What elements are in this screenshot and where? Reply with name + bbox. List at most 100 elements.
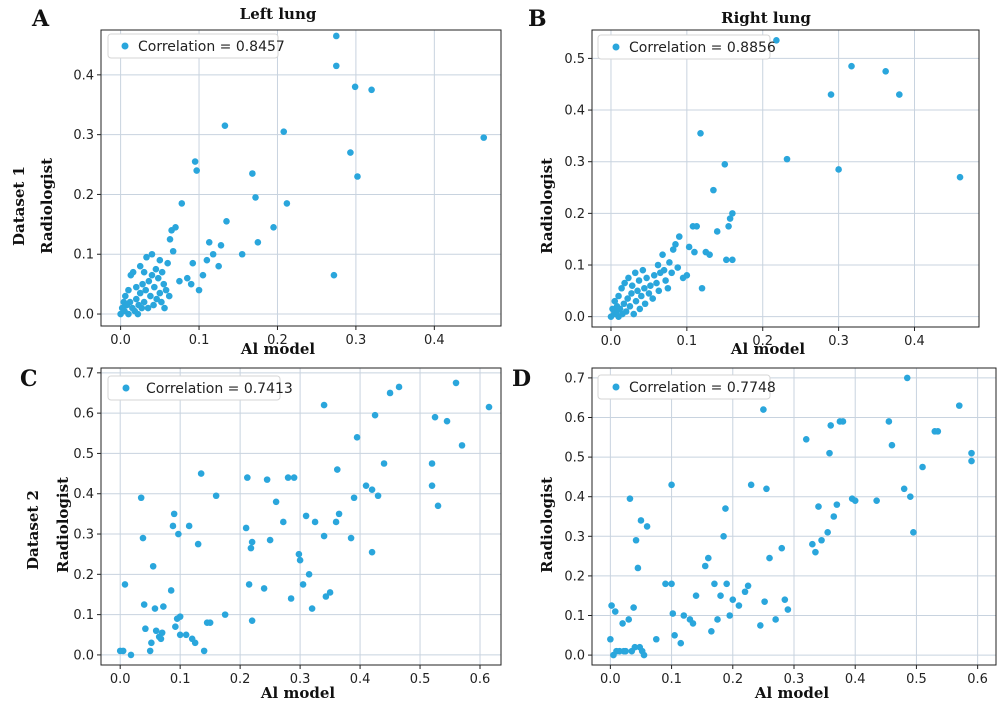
x-tick-label: 0.5 — [410, 672, 431, 687]
data-point — [332, 32, 340, 40]
data-point — [254, 238, 262, 246]
y-tick-label: 0.2 — [73, 568, 94, 583]
data-point — [650, 272, 658, 279]
y-axis-label: Radiologist — [538, 477, 556, 573]
data-point — [882, 68, 889, 75]
data-point — [618, 284, 625, 292]
data-point — [675, 233, 683, 240]
data-point — [680, 612, 688, 619]
y-tick-label: 0.1 — [73, 608, 94, 623]
data-point — [368, 486, 376, 494]
data-point — [634, 564, 642, 572]
data-point — [136, 262, 144, 270]
data-point — [903, 374, 911, 382]
data-point — [649, 295, 657, 302]
data-point — [154, 274, 162, 282]
data-point — [287, 595, 295, 602]
y-axis-label: Radiologist — [54, 477, 72, 573]
data-point — [142, 625, 149, 633]
y-tick-label: 0.0 — [564, 310, 585, 325]
data-point — [443, 417, 451, 425]
y-tick-label: 0.1 — [564, 259, 585, 274]
y-tick-label: 0.7 — [73, 366, 94, 381]
data-point — [654, 261, 662, 269]
data-point — [664, 284, 672, 292]
x-tick-label: 0.1 — [661, 672, 682, 687]
y-tick-label: 0.0 — [564, 649, 585, 664]
legend-marker — [122, 384, 130, 392]
data-point — [643, 274, 650, 282]
y-axis-label: Radiologist — [538, 158, 556, 254]
data-point — [784, 606, 792, 613]
data-point — [428, 482, 436, 489]
x-tick-label: 0.2 — [752, 334, 773, 349]
data-point — [139, 280, 146, 288]
plot-frame — [591, 29, 980, 328]
data-point — [815, 503, 822, 510]
data-point — [452, 379, 460, 387]
data-point — [458, 442, 466, 449]
data-point — [625, 616, 633, 623]
data-point — [735, 602, 743, 609]
data-point — [615, 292, 622, 300]
legend-marker — [612, 383, 620, 391]
data-point — [741, 588, 749, 596]
y-tick-label: 0.2 — [73, 188, 94, 203]
data-point — [152, 627, 160, 635]
data-point — [129, 268, 137, 276]
data-point — [178, 200, 186, 207]
plot-frame — [591, 367, 997, 666]
data-point — [625, 274, 632, 282]
data-point — [138, 304, 146, 312]
data-point — [652, 635, 660, 643]
data-point — [333, 466, 341, 473]
data-point — [283, 200, 291, 207]
data-point — [659, 251, 666, 258]
plot-area: 0.0 0.1 0.2 0.3 0.4 0.5 0.6 0.0 0.1 0.2 0.3 0.4 0.5 0… — [73, 366, 502, 687]
panel-d: D Radiologist Al model 0.0 0.1 0.2 0.3 0.4 0.… — [512, 366, 997, 702]
data-point — [781, 596, 789, 603]
data-point — [187, 280, 195, 288]
plot-frame — [100, 29, 502, 327]
data-point — [824, 529, 831, 536]
data-point — [611, 297, 619, 305]
data-point — [203, 256, 211, 264]
data-point — [149, 562, 157, 570]
data-point — [134, 310, 142, 318]
data-point — [182, 631, 190, 639]
panel-title: Left lung — [240, 5, 317, 23]
data-point — [672, 241, 679, 248]
legend-marker — [612, 43, 620, 51]
legend-label: Correlation = 0.7748 — [629, 380, 776, 396]
data-point — [669, 610, 677, 617]
data-point — [721, 160, 729, 168]
data-point — [634, 287, 641, 295]
legend-box — [597, 374, 771, 400]
data-point — [368, 86, 375, 94]
data-point — [691, 248, 698, 256]
y-tick-label: 0.2 — [564, 569, 585, 584]
data-point — [666, 259, 673, 266]
data-point — [170, 510, 178, 518]
data-point — [136, 289, 144, 297]
data-point — [638, 292, 645, 300]
panel-letter-c: C — [20, 366, 38, 392]
data-point — [371, 411, 379, 419]
data-point — [165, 292, 173, 300]
y-tick-label: 0.4 — [564, 490, 585, 505]
x-tick-label: 0.1 — [677, 334, 698, 349]
data-point — [322, 593, 330, 600]
data-point — [641, 284, 648, 292]
data-point — [655, 287, 663, 295]
data-point — [263, 476, 271, 483]
data-point — [626, 303, 634, 310]
data-point — [720, 533, 727, 540]
x-tick-label: 0.2 — [267, 333, 288, 348]
data-point — [148, 271, 156, 279]
data-point — [206, 619, 214, 626]
data-point — [247, 544, 255, 552]
data-point — [685, 243, 693, 251]
data-point — [205, 238, 213, 246]
data-point — [637, 517, 645, 524]
data-point — [968, 449, 975, 457]
